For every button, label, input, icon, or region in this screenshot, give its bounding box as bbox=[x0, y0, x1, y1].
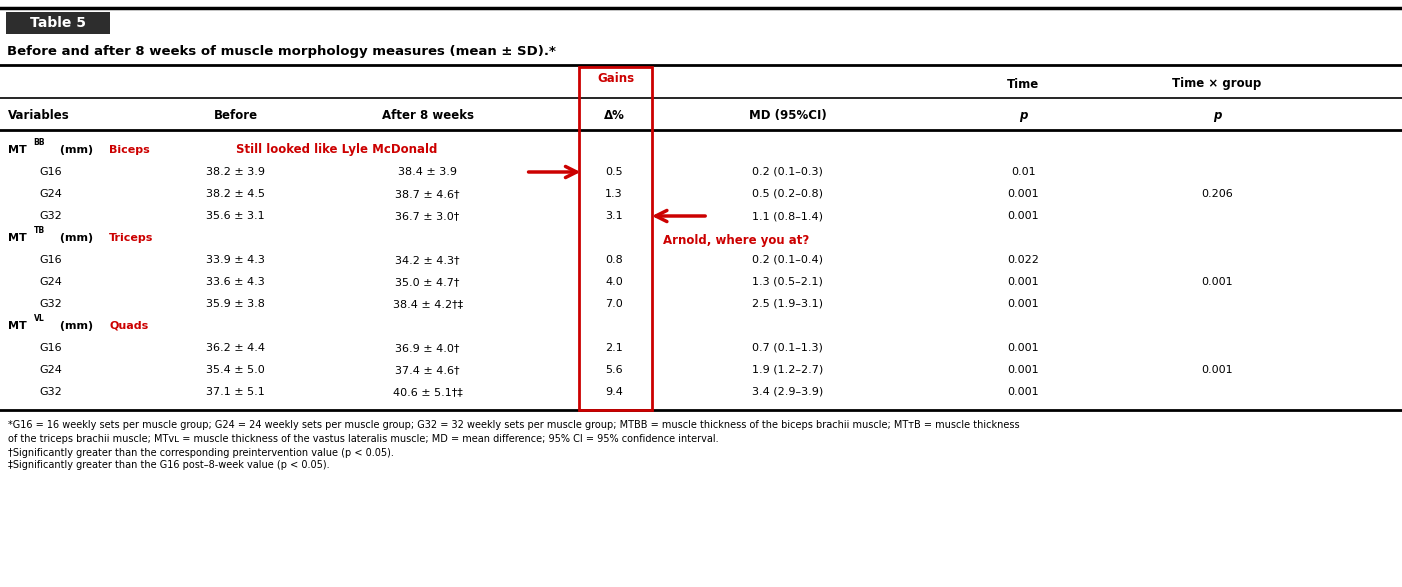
Text: 0.5: 0.5 bbox=[606, 167, 622, 177]
Bar bbox=[6, 12, 109, 34]
Text: 0.001: 0.001 bbox=[1008, 365, 1039, 375]
Text: 36.7 ± 3.0†: 36.7 ± 3.0† bbox=[395, 211, 460, 221]
Text: MT: MT bbox=[8, 145, 27, 155]
Text: ‡Significantly greater than the G16 post–8-week value (p < 0.05).: ‡Significantly greater than the G16 post… bbox=[8, 460, 329, 470]
Text: 3.4 (2.9–3.9): 3.4 (2.9–3.9) bbox=[753, 387, 823, 397]
Text: 3.1: 3.1 bbox=[606, 211, 622, 221]
Text: 0.001: 0.001 bbox=[1008, 211, 1039, 221]
Text: 34.2 ± 4.3†: 34.2 ± 4.3† bbox=[395, 255, 460, 265]
Text: Before: Before bbox=[213, 110, 258, 123]
Text: MT: MT bbox=[8, 321, 27, 331]
Text: G16: G16 bbox=[39, 255, 62, 265]
Text: TB: TB bbox=[34, 227, 45, 235]
Text: VL: VL bbox=[34, 315, 45, 323]
Text: 38.4 ± 3.9: 38.4 ± 3.9 bbox=[398, 167, 457, 177]
Text: 0.2 (0.1–0.4): 0.2 (0.1–0.4) bbox=[753, 255, 823, 265]
Text: (mm): (mm) bbox=[56, 145, 97, 155]
Text: Before and after 8 weeks of muscle morphology measures (mean ± SD).*: Before and after 8 weeks of muscle morph… bbox=[7, 46, 555, 59]
Text: G24: G24 bbox=[39, 277, 62, 287]
Text: Time × group: Time × group bbox=[1172, 77, 1262, 90]
Text: 35.0 ± 4.7†: 35.0 ± 4.7† bbox=[395, 277, 460, 287]
Text: 0.8: 0.8 bbox=[606, 255, 622, 265]
Text: Variables: Variables bbox=[8, 110, 70, 123]
Text: G24: G24 bbox=[39, 189, 62, 199]
Text: 0.001: 0.001 bbox=[1008, 189, 1039, 199]
Text: 0.001: 0.001 bbox=[1008, 387, 1039, 397]
Text: G16: G16 bbox=[39, 167, 62, 177]
Text: 36.9 ± 4.0†: 36.9 ± 4.0† bbox=[395, 343, 460, 353]
Text: 33.6 ± 4.3: 33.6 ± 4.3 bbox=[206, 277, 265, 287]
Text: 0.022: 0.022 bbox=[1008, 255, 1039, 265]
Text: 38.4 ± 4.2†‡: 38.4 ± 4.2†‡ bbox=[393, 299, 463, 309]
Text: 0.001: 0.001 bbox=[1202, 277, 1232, 287]
Text: †Significantly greater than the corresponding preintervention value (p < 0.05).: †Significantly greater than the correspo… bbox=[8, 448, 394, 458]
Text: G32: G32 bbox=[39, 299, 62, 309]
Text: 0.206: 0.206 bbox=[1202, 189, 1232, 199]
Text: 35.6 ± 3.1: 35.6 ± 3.1 bbox=[206, 211, 265, 221]
Text: Table 5: Table 5 bbox=[29, 16, 86, 30]
Text: 38.2 ± 4.5: 38.2 ± 4.5 bbox=[206, 189, 265, 199]
Text: (mm): (mm) bbox=[56, 321, 97, 331]
Text: After 8 weeks: After 8 weeks bbox=[381, 110, 474, 123]
Text: 0.001: 0.001 bbox=[1008, 277, 1039, 287]
Text: BB: BB bbox=[34, 139, 45, 147]
Text: Quads: Quads bbox=[109, 321, 149, 331]
Text: MD (95%CI): MD (95%CI) bbox=[749, 110, 827, 123]
Text: (mm): (mm) bbox=[56, 233, 97, 243]
Text: Δ%: Δ% bbox=[604, 110, 624, 123]
Text: Arnold, where you at?: Arnold, where you at? bbox=[663, 234, 809, 247]
Text: 0.2 (0.1–0.3): 0.2 (0.1–0.3) bbox=[753, 167, 823, 177]
Text: Gains: Gains bbox=[597, 72, 634, 85]
Text: Still looked like Lyle McDonald: Still looked like Lyle McDonald bbox=[236, 143, 437, 157]
Text: 4.0: 4.0 bbox=[606, 277, 622, 287]
Text: G24: G24 bbox=[39, 365, 62, 375]
Text: of the triceps brachii muscle; MTᴠʟ = muscle thickness of the vastus lateralis m: of the triceps brachii muscle; MTᴠʟ = mu… bbox=[8, 434, 719, 444]
Text: 0.001: 0.001 bbox=[1008, 299, 1039, 309]
Text: 38.7 ± 4.6†: 38.7 ± 4.6† bbox=[395, 189, 460, 199]
Text: G16: G16 bbox=[39, 343, 62, 353]
Text: 33.9 ± 4.3: 33.9 ± 4.3 bbox=[206, 255, 265, 265]
Text: 37.1 ± 5.1: 37.1 ± 5.1 bbox=[206, 387, 265, 397]
Text: p: p bbox=[1213, 110, 1221, 123]
Text: 0.5 (0.2–0.8): 0.5 (0.2–0.8) bbox=[753, 189, 823, 199]
Text: 5.6: 5.6 bbox=[606, 365, 622, 375]
Text: 1.9 (1.2–2.7): 1.9 (1.2–2.7) bbox=[753, 365, 823, 375]
Text: 1.3: 1.3 bbox=[606, 189, 622, 199]
Text: p: p bbox=[1019, 110, 1028, 123]
Text: 0.001: 0.001 bbox=[1008, 343, 1039, 353]
Text: 35.9 ± 3.8: 35.9 ± 3.8 bbox=[206, 299, 265, 309]
Text: Time: Time bbox=[1007, 77, 1040, 90]
Text: *G16 = 16 weekly sets per muscle group; G24 = 24 weekly sets per muscle group; G: *G16 = 16 weekly sets per muscle group; … bbox=[8, 420, 1021, 430]
Text: G32: G32 bbox=[39, 387, 62, 397]
Text: 37.4 ± 4.6†: 37.4 ± 4.6† bbox=[395, 365, 460, 375]
Text: 35.4 ± 5.0: 35.4 ± 5.0 bbox=[206, 365, 265, 375]
Text: 36.2 ± 4.4: 36.2 ± 4.4 bbox=[206, 343, 265, 353]
Text: 0.01: 0.01 bbox=[1011, 167, 1036, 177]
Text: Triceps: Triceps bbox=[109, 233, 154, 243]
Text: 7.0: 7.0 bbox=[606, 299, 622, 309]
Text: 1.3 (0.5–2.1): 1.3 (0.5–2.1) bbox=[753, 277, 823, 287]
Text: 2.1: 2.1 bbox=[606, 343, 622, 353]
Text: 0.001: 0.001 bbox=[1202, 365, 1232, 375]
Text: MT: MT bbox=[8, 233, 27, 243]
Text: 1.1 (0.8–1.4): 1.1 (0.8–1.4) bbox=[753, 211, 823, 221]
Text: 9.4: 9.4 bbox=[606, 387, 622, 397]
Text: 2.5 (1.9–3.1): 2.5 (1.9–3.1) bbox=[753, 299, 823, 309]
Text: 0.7 (0.1–1.3): 0.7 (0.1–1.3) bbox=[753, 343, 823, 353]
Bar bbox=[579, 67, 652, 410]
Text: 40.6 ± 5.1†‡: 40.6 ± 5.1†‡ bbox=[393, 387, 463, 397]
Text: G32: G32 bbox=[39, 211, 62, 221]
Text: 38.2 ± 3.9: 38.2 ± 3.9 bbox=[206, 167, 265, 177]
Text: Biceps: Biceps bbox=[109, 145, 150, 155]
